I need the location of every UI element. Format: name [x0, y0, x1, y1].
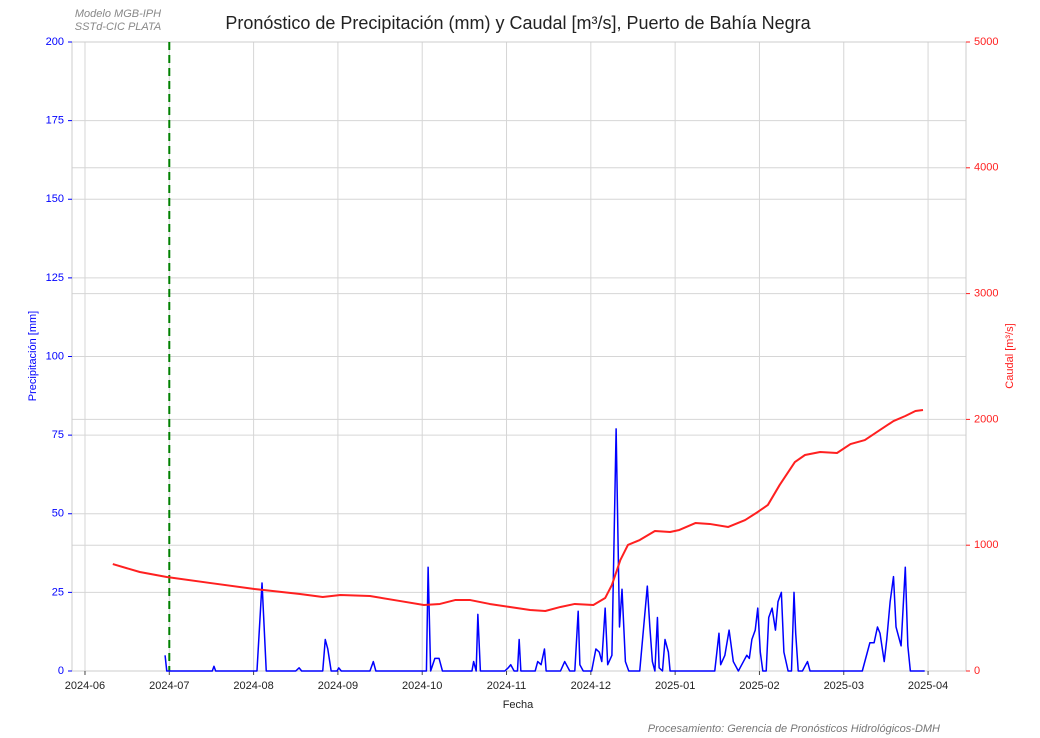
credit-note: Procesamiento: Gerencia de Pronósticos H… — [648, 723, 940, 735]
model-note: SSTd-CIC PLATA — [75, 21, 161, 33]
y-tick-label: 150 — [46, 193, 64, 205]
x-tick-label: 2025-01 — [655, 680, 695, 692]
y-tick-label: 125 — [46, 272, 64, 284]
y2-tick-label: 3000 — [974, 288, 998, 300]
y-axis-label: Precipitación [mm] — [27, 311, 39, 401]
y2-tick-label: 5000 — [974, 36, 998, 48]
y-tick-label: 200 — [46, 36, 64, 48]
y-tick-label: 100 — [46, 350, 64, 362]
x-tick-label: 2024-10 — [402, 680, 442, 692]
x-tick-label: 2025-04 — [908, 680, 948, 692]
y2-tick-label: 2000 — [974, 413, 998, 425]
y-tick-label: 75 — [52, 429, 64, 441]
y-tick-label: 25 — [52, 586, 64, 598]
x-tick-label: 2024-08 — [233, 680, 273, 692]
x-axis-label: Fecha — [503, 699, 534, 711]
y-tick-label: 175 — [46, 115, 64, 127]
y2-tick-label: 1000 — [974, 539, 998, 551]
x-tick-label: 2025-03 — [824, 680, 864, 692]
x-tick-label: 2024-06 — [65, 680, 105, 692]
chart-title: Pronóstico de Precipitación (mm) y Cauda… — [225, 13, 811, 33]
x-tick-label: 2024-07 — [149, 680, 189, 692]
y2-tick-label: 4000 — [974, 162, 998, 174]
x-tick-label: 2025-02 — [739, 680, 779, 692]
series-line — [164, 428, 925, 672]
y2-axis-label: Caudal [m³/s] — [1004, 323, 1016, 388]
x-tick-label: 2024-11 — [487, 680, 527, 692]
x-tick-label: 2024-09 — [318, 680, 358, 692]
y2-tick-label: 0 — [974, 665, 980, 677]
y-tick-label: 0 — [58, 665, 64, 677]
y-tick-label: 50 — [52, 508, 64, 520]
x-tick-label: 2024-12 — [571, 680, 611, 692]
series-line — [112, 408, 924, 612]
model-note: Modelo MGB-IPH — [75, 8, 161, 20]
